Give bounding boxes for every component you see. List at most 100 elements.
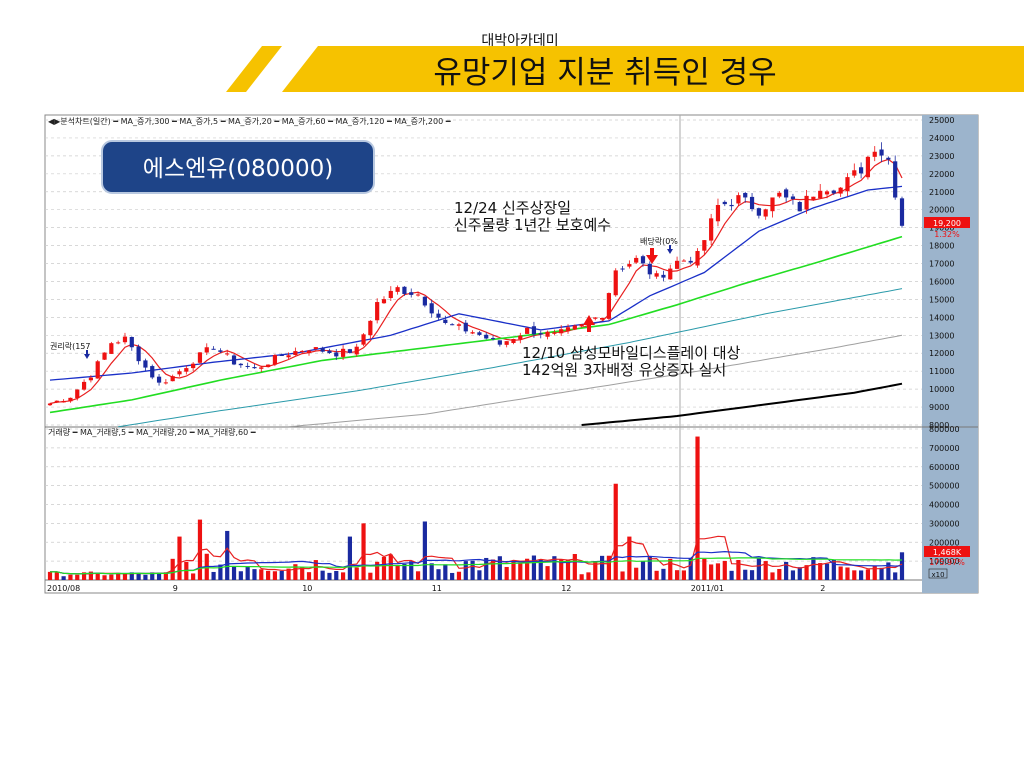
volume-bar [456, 571, 462, 580]
volume-bar [784, 561, 789, 580]
volume-bar [463, 561, 468, 580]
candle-body [245, 365, 250, 367]
candle-body [811, 196, 816, 200]
candle-body [238, 363, 243, 366]
volume-bar [559, 559, 564, 580]
volume-bar [150, 572, 155, 580]
candle-body [470, 332, 475, 334]
candle-body [872, 151, 877, 157]
volume-bar [886, 562, 891, 580]
volume-bar [688, 558, 693, 580]
volume-bar [613, 483, 618, 580]
candle-body [184, 368, 189, 372]
candle-body [252, 367, 257, 369]
annotation-rights-line2: 142억원 3자배정 유상증자 실시 [522, 361, 726, 379]
candle-body [143, 360, 148, 368]
last-volume-badge [924, 546, 970, 557]
candle-body [334, 352, 339, 357]
volume-bar [484, 557, 489, 580]
candle-body [68, 397, 73, 402]
volume-bar [47, 571, 53, 580]
candle-body [688, 260, 693, 263]
candle-body [852, 170, 857, 176]
volume-ma60-line [49, 557, 903, 575]
volume-bar [811, 557, 816, 580]
volume-bar [695, 436, 700, 580]
volume-bar [518, 562, 523, 580]
volume-bar [702, 558, 707, 580]
x-tick-label: 9 [173, 584, 178, 593]
candle-body [218, 350, 223, 352]
volume-bar [777, 568, 782, 580]
up-arrow-icon [583, 315, 595, 332]
volume-bar [163, 572, 168, 580]
volume-bar [266, 570, 271, 580]
candle-body [715, 205, 721, 222]
volume-bar [116, 572, 121, 580]
candle-body [197, 352, 203, 363]
volume-bar [368, 572, 373, 580]
volume-ma5-line [49, 535, 903, 575]
scale-box [928, 568, 948, 579]
volume-bar [490, 559, 496, 580]
candle-body [54, 400, 59, 403]
candle-body [818, 190, 823, 199]
volume-bar [763, 561, 768, 580]
dividend-marker-icon [667, 245, 673, 254]
candle-body [88, 377, 93, 381]
volume-bar [334, 570, 339, 580]
candle-body [443, 319, 448, 323]
candle-body [804, 195, 809, 210]
annotation-rights-line1: 12/10 삼성모바일디스플레이 대상 [522, 344, 741, 362]
volume-bar [95, 572, 100, 580]
volume-bar [81, 572, 87, 580]
price-legend: ◀▶분석차트(일간) ━ MA_증가,300 ━ MA_증가,5 ━ MA_증가… [48, 116, 451, 126]
volume-bar [790, 570, 796, 580]
candle-body [579, 324, 584, 327]
volume-tick-label: 500000 [929, 482, 960, 491]
volume-tick-label: 400000 [929, 501, 960, 510]
volume-bar [259, 569, 264, 580]
volume-bar [136, 573, 141, 580]
price-tick-label: 19000 [929, 224, 954, 233]
candle-body [743, 192, 748, 198]
candle-body [211, 348, 216, 350]
volume-bar [859, 570, 864, 580]
volume-bar [225, 530, 230, 580]
candle-body [429, 303, 434, 314]
volume-bar [422, 521, 427, 580]
candle-body [674, 260, 680, 269]
volume-bar [770, 572, 775, 580]
volume-bar [627, 536, 632, 580]
volume-bar [545, 566, 550, 580]
volume-bar [715, 563, 721, 580]
candle-body [538, 333, 543, 335]
candle-body [456, 324, 462, 326]
candle-body [191, 363, 196, 369]
candle-body [599, 318, 605, 320]
volume-tick-label: 300000 [929, 519, 960, 528]
volume-bar [75, 574, 80, 580]
volume-bar [231, 566, 237, 580]
volume-bar [852, 570, 857, 580]
candle-body [422, 296, 427, 306]
candle-body [286, 355, 291, 358]
volume-bar [143, 574, 148, 580]
price-tick-label: 25000 [929, 116, 954, 125]
volume-bar [831, 559, 836, 580]
candle-body [450, 324, 455, 326]
candle-body [225, 353, 230, 355]
volume-bar [865, 569, 871, 580]
candle-body [170, 376, 175, 382]
candle-body [259, 367, 264, 369]
volume-bar [743, 569, 748, 580]
volume-bar [354, 567, 359, 580]
volume-bar [361, 523, 366, 580]
candle-body [634, 257, 639, 263]
volume-tick-labels: 100000 200000 300000 400000 500000 600000 7000… [929, 425, 960, 566]
volume-bar [429, 563, 434, 580]
volume-bar [872, 565, 877, 580]
x-tick-label: 2011/01 [691, 584, 724, 593]
volume-bar [634, 567, 639, 580]
volume-tick-label: 800000 [929, 425, 960, 434]
